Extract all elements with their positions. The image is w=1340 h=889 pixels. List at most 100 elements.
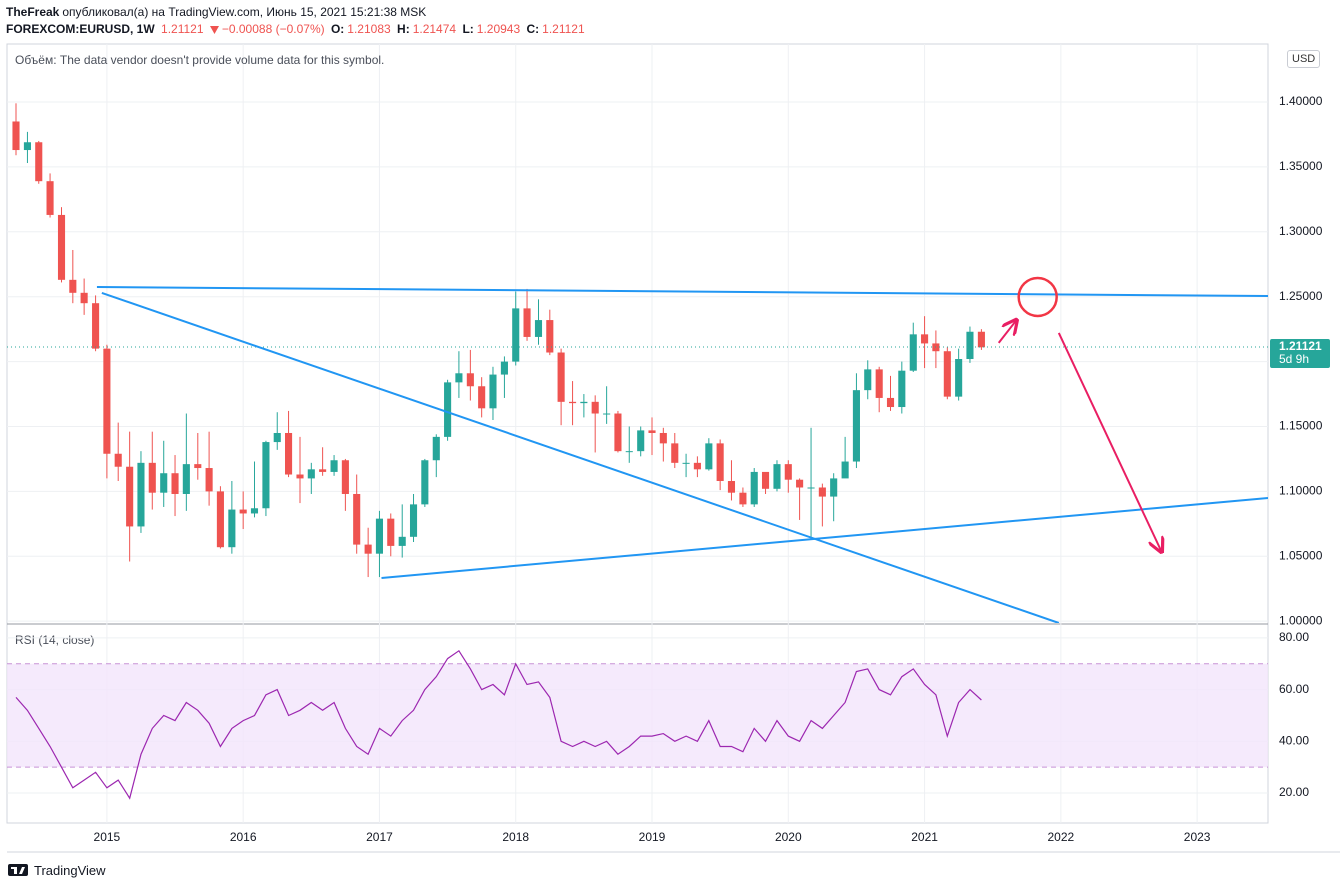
header-line-1: TheFreak опубликовал(а) на TradingView.co…: [6, 5, 429, 19]
x-tick-label: 2023: [1184, 830, 1211, 844]
candle-body: [228, 509, 236, 548]
candle-body: [580, 401, 588, 404]
candle-body: [273, 432, 281, 443]
trendline: [96, 285, 1268, 298]
high: 1.21474: [412, 22, 457, 36]
target-circle: [1017, 276, 1058, 318]
candle-body: [103, 348, 111, 454]
x-tick-label: 2019: [639, 830, 666, 844]
candle-body: [750, 471, 758, 505]
y-tick-label: 40.00: [1279, 733, 1309, 747]
low: 1.20943: [476, 22, 521, 36]
candle-body: [648, 430, 656, 433]
last-price-label: 1.21121: [1279, 339, 1322, 353]
candle-body: [57, 214, 66, 280]
candle-body: [739, 492, 747, 505]
candle-body: [830, 478, 838, 497]
y-tick-label: 1.00000: [1279, 613, 1323, 627]
candle-body: [705, 443, 713, 470]
currency-button[interactable]: USD: [1287, 50, 1321, 68]
author: TheFreak: [6, 5, 60, 19]
candle-body: [943, 351, 951, 397]
candle-body: [841, 461, 849, 479]
volume-note: Объём: The data vendor doesn't provide v…: [15, 53, 385, 67]
y-tick-label: 1.30000: [1279, 224, 1323, 238]
rsi-line: [15, 649, 982, 800]
candle-body: [341, 460, 349, 494]
candle-body: [80, 292, 88, 304]
candle-body: [319, 469, 327, 472]
trendline: [101, 291, 1060, 623]
high-label: H:: [397, 22, 410, 36]
candle-body: [807, 487, 815, 489]
arrow: [997, 320, 1017, 344]
candle-body: [557, 352, 565, 402]
candle-body: [818, 487, 826, 497]
candle-body: [126, 466, 134, 527]
candle-body: [353, 493, 361, 545]
x-tick-label: 2015: [94, 830, 121, 844]
candle-body: [512, 308, 520, 362]
candle-body: [659, 432, 667, 444]
candle-body: [262, 442, 270, 509]
y-tick-label: 1.05000: [1279, 548, 1323, 562]
candle-body: [466, 373, 474, 387]
candle-body: [137, 462, 145, 527]
candle-body: [330, 460, 338, 472]
candle-body: [194, 464, 202, 469]
candle-body: [761, 471, 770, 489]
candle-body: [455, 373, 463, 383]
candle-body: [921, 334, 929, 344]
candle-body: [409, 504, 418, 537]
candle-body: [693, 462, 701, 470]
close-label: C:: [526, 22, 540, 36]
rsi-title: RSI (14, close): [15, 633, 94, 647]
arrow: [1057, 332, 1162, 552]
candle-body: [171, 473, 179, 494]
published: опубликовал(а) на TradingView.com, Июнь …: [62, 5, 427, 19]
y-tick-label: 1.15000: [1279, 419, 1323, 433]
candle-body: [591, 401, 599, 414]
candle-body: [239, 509, 247, 514]
candles: [7, 103, 1268, 623]
candle-body: [784, 464, 792, 480]
x-tick-label: 2017: [366, 830, 393, 844]
candle-body: [546, 320, 554, 353]
candle-body: [216, 491, 224, 548]
footer-logo: [8, 864, 28, 876]
candle-body: [875, 369, 883, 398]
candle-body: [671, 443, 679, 463]
candle-body: [523, 308, 531, 337]
open-label: O:: [330, 22, 345, 36]
candle-body: [114, 453, 122, 467]
x-tick-label: 2022: [1048, 830, 1075, 844]
x-tick-label: 2016: [230, 830, 257, 844]
candle-body: [966, 331, 974, 360]
y-tick-label: 1.25000: [1279, 289, 1323, 303]
open: 1.21083: [347, 22, 391, 36]
y-tick-label: 60.00: [1279, 682, 1309, 696]
candle-body: [569, 401, 577, 404]
candle-body: [12, 121, 20, 151]
candle-body: [296, 474, 304, 479]
candle-body: [716, 443, 724, 482]
header-line-2: FOREXCOM:EURUSD, 1W 1.21121 −0.00088 (−0…: [6, 22, 588, 36]
candle-body: [898, 370, 906, 408]
x-tick-label: 2018: [502, 830, 529, 844]
candle-body: [500, 361, 508, 375]
y-tick-label: 80.00: [1279, 630, 1309, 644]
trendline: [381, 497, 1268, 579]
x-tick-label: 2020: [775, 830, 802, 844]
y-tick-label: 1.40000: [1279, 94, 1323, 108]
footer-brand: TradingView: [34, 863, 106, 878]
candle-body: [637, 430, 645, 452]
candle-body: [160, 473, 168, 493]
last-price-box: [1270, 339, 1330, 369]
symbol: FOREXCOM:EURUSD, 1W: [6, 22, 155, 36]
candle-body: [727, 481, 736, 493]
y-tick-label: 1.35000: [1279, 159, 1323, 173]
x-tick-label: 2021: [911, 830, 938, 844]
y-tick-label: 20.00: [1279, 785, 1309, 799]
